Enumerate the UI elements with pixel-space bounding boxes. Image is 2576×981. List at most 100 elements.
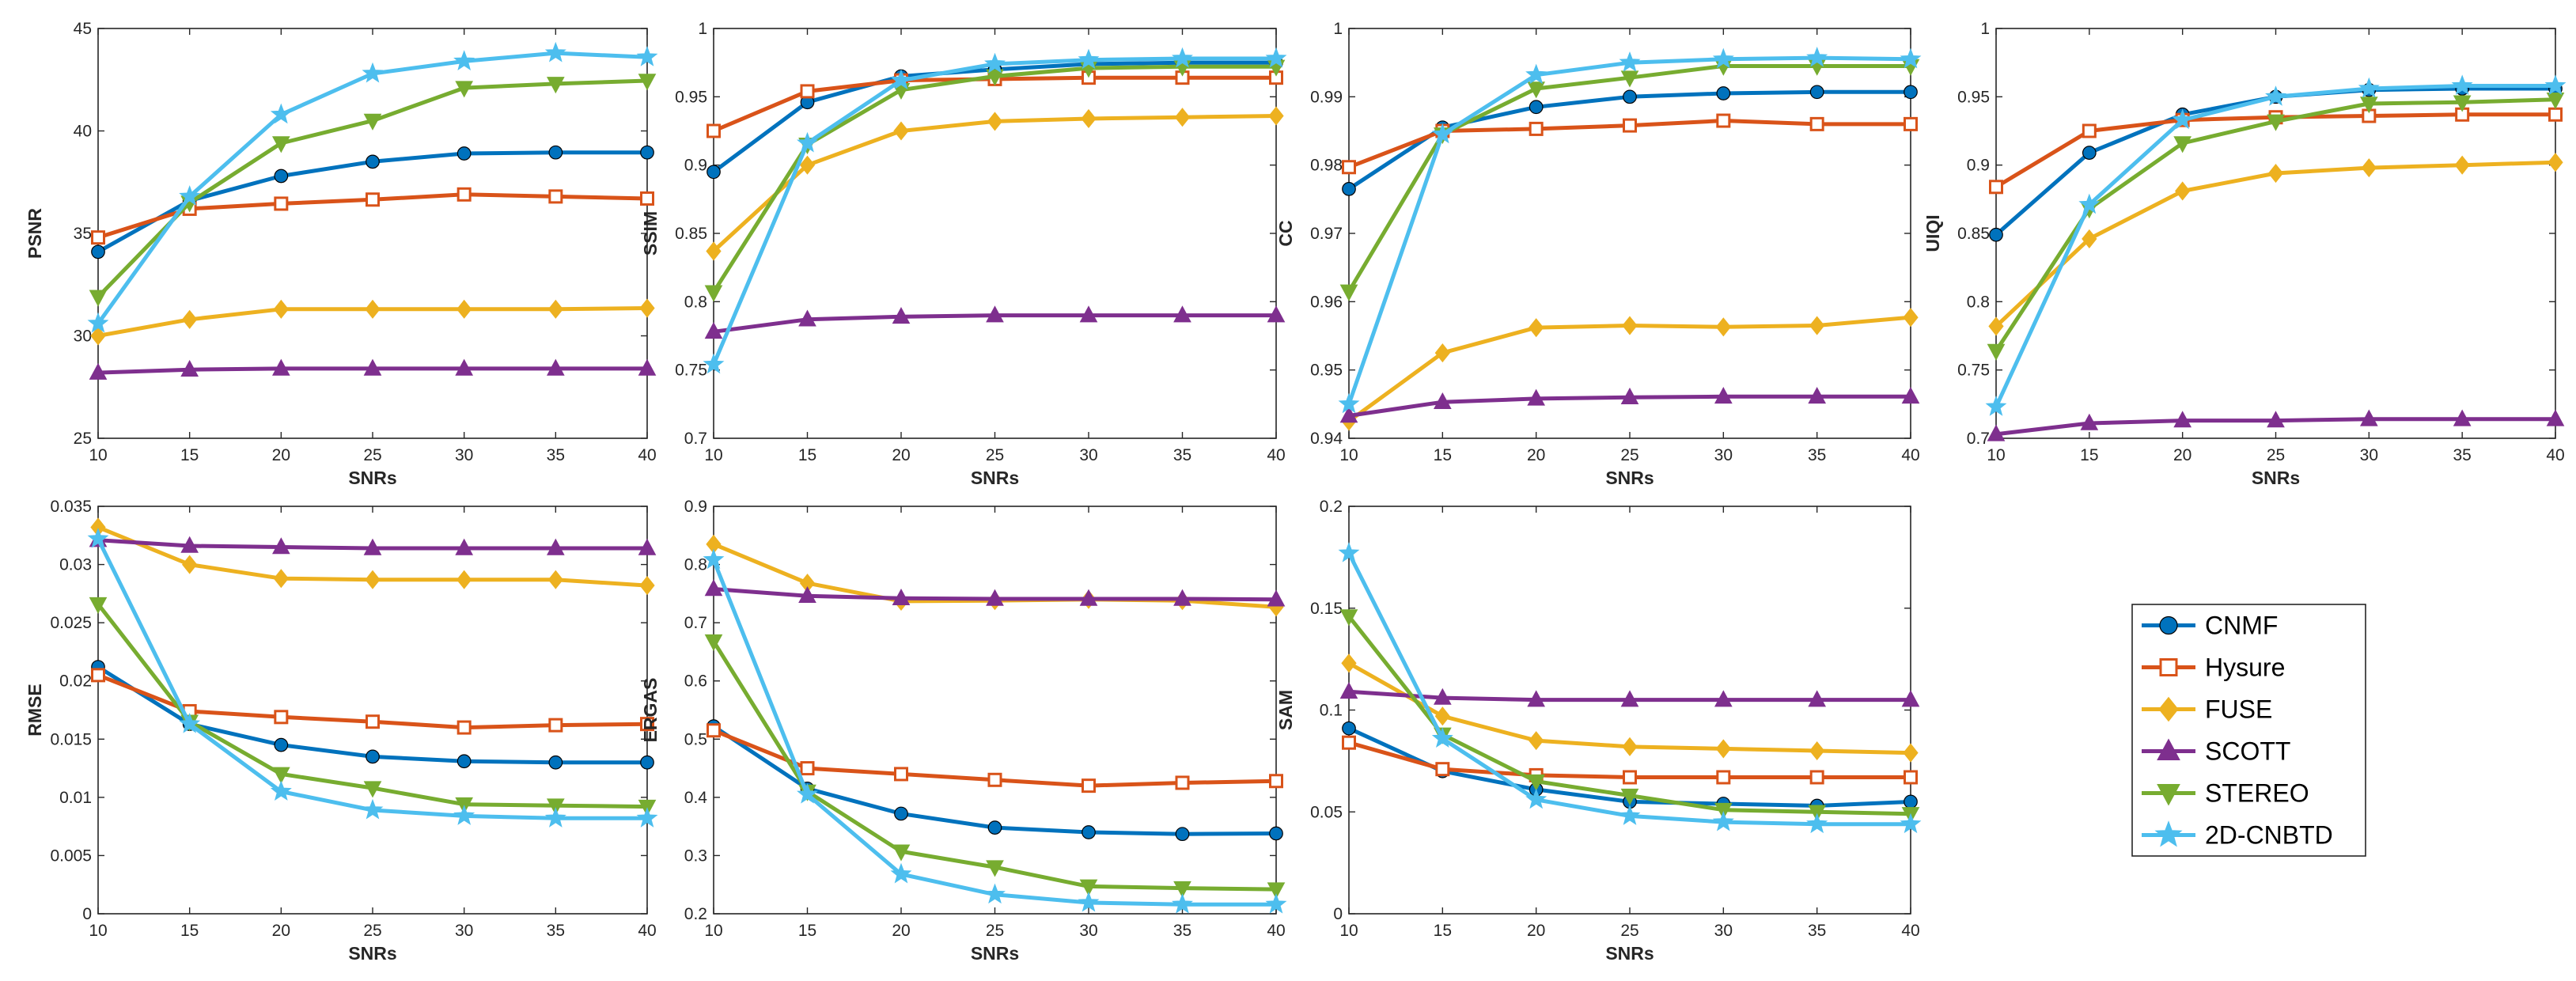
x-tick-label: 30: [455, 922, 473, 940]
y-tick-label: 40: [74, 123, 92, 141]
data-point-2d-cnbtd: [270, 780, 292, 801]
data-point-scott: [1433, 687, 1452, 705]
data-point-stereo: [89, 290, 108, 307]
data-point-scott: [638, 538, 657, 555]
series-2d-cnbtd: [703, 548, 1287, 914]
data-point-scott: [1527, 690, 1546, 707]
y-tick-label: 0.9: [1967, 157, 1990, 175]
x-tick-label: 15: [2080, 446, 2098, 464]
x-tick-label: 15: [180, 922, 199, 940]
data-point-fuse: [547, 570, 563, 589]
data-point-fuse: [1081, 108, 1097, 129]
data-point-scott: [2080, 413, 2099, 430]
legend-entry-scott: SCOTT: [2142, 737, 2290, 766]
data-point-fuse: [273, 299, 289, 319]
data-point-stereo: [704, 285, 723, 302]
data-point-scott: [1267, 305, 1286, 323]
data-point-scott: [986, 305, 1004, 323]
x-axis-label: SNRs: [1605, 468, 1654, 488]
data-point-fuse: [1341, 653, 1357, 673]
y-tick-label: 0.7: [684, 614, 707, 632]
x-tick-label: 35: [1173, 446, 1191, 464]
x-tick-label: 10: [1339, 446, 1358, 464]
data-point-hysure: [1904, 770, 1918, 785]
data-point-scott: [2359, 409, 2378, 426]
data-point-stereo: [1527, 81, 1546, 99]
series-fuse: [1341, 653, 1919, 763]
legend-marker-hysure: [2159, 658, 2178, 676]
data-point-stereo: [271, 767, 290, 784]
data-point-cnmf: [640, 145, 654, 160]
data-point-hysure: [1809, 116, 1824, 131]
data-point-cnmf: [1269, 826, 1283, 841]
data-point-2d-cnbtd: [2451, 74, 2473, 95]
x-tick-label: 30: [1714, 922, 1733, 940]
data-point-scott: [1901, 387, 1920, 404]
x-tick-label: 40: [1267, 446, 1285, 464]
data-point-cnmf: [1716, 86, 1731, 100]
data-point-fuse: [547, 299, 563, 319]
data-point-2d-cnbtd: [2265, 85, 2286, 106]
y-tick-label: 0.15: [1310, 600, 1343, 618]
y-tick-label: 0.99: [1310, 88, 1343, 106]
y-tick-label: 0.1: [1320, 702, 1343, 720]
data-point-scott: [798, 309, 816, 327]
y-tick-label: 0.94: [1310, 430, 1343, 448]
data-point-scott: [2453, 409, 2472, 426]
data-point-2d-cnbtd: [797, 782, 818, 804]
data-point-stereo: [2453, 95, 2472, 112]
series-hysure: [91, 668, 654, 735]
data-point-stereo: [1079, 879, 1098, 896]
y-tick-label: 0.035: [50, 498, 92, 516]
data-point-cnmf: [366, 154, 380, 169]
data-point-fuse: [1715, 739, 1731, 759]
y-tick-label: 0.85: [1957, 225, 1990, 243]
data-point-scott: [1079, 305, 1098, 323]
data-point-cnmf: [456, 146, 472, 161]
data-point-2d-cnbtd: [179, 712, 201, 733]
data-point-2d-cnbtd: [1265, 893, 1287, 914]
y-tick-label: 0.2: [684, 905, 707, 923]
data-point-hysure: [1716, 770, 1731, 785]
series-2d-cnbtd: [703, 47, 1287, 374]
data-point-cnmf: [707, 165, 721, 180]
series-scott: [704, 579, 1286, 607]
x-axis-label: SNRs: [348, 943, 396, 964]
x-axis-label: SNRs: [971, 943, 1019, 964]
data-point-stereo: [546, 798, 565, 816]
data-point-scott: [1339, 682, 1358, 699]
data-point-scott: [798, 585, 816, 604]
data-point-2d-cnbtd: [1172, 893, 1193, 914]
y-tick-label: 0.05: [1310, 803, 1343, 821]
data-point-scott: [180, 359, 199, 377]
data-point-scott: [2267, 411, 2285, 428]
y-tick-label: 0.8: [1967, 293, 1990, 311]
y-tick-label: 0.9: [684, 498, 707, 516]
data-point-stereo: [1339, 609, 1358, 627]
y-tick-label: 1: [1333, 20, 1343, 38]
data-point-scott: [363, 538, 382, 555]
x-tick-label: 35: [547, 446, 565, 464]
y-tick-label: 1: [698, 20, 707, 38]
data-point-cnmf: [2082, 146, 2097, 160]
data-point-scott: [986, 589, 1004, 606]
subplot-psnr: 10 15 20 25 30 35 40 25 30 35 40 45 SNRs PSNR: [25, 20, 658, 488]
data-point-cnmf: [91, 244, 105, 259]
data-point-hysure: [1342, 160, 1356, 175]
legend-box: [2131, 604, 2366, 857]
series-scott: [89, 358, 657, 380]
data-point-2d-cnbtd: [1806, 46, 1828, 67]
legend-entry-2d-cnbtd: 2D-CNBTD: [2142, 820, 2333, 850]
data-point-hysure: [456, 720, 472, 735]
data-point-scott: [704, 322, 723, 339]
data-point-hysure: [800, 761, 815, 776]
data-point-scott: [704, 579, 723, 597]
y-tick-label: 0.7: [1967, 430, 1990, 448]
legend-marker-stereo: [2157, 784, 2180, 806]
data-point-fuse: [273, 569, 289, 589]
data-point-fuse: [1622, 737, 1638, 756]
data-point-hysure: [987, 772, 1002, 787]
data-point-stereo: [1173, 881, 1191, 898]
y-tick-label: 0.97: [1310, 225, 1343, 243]
